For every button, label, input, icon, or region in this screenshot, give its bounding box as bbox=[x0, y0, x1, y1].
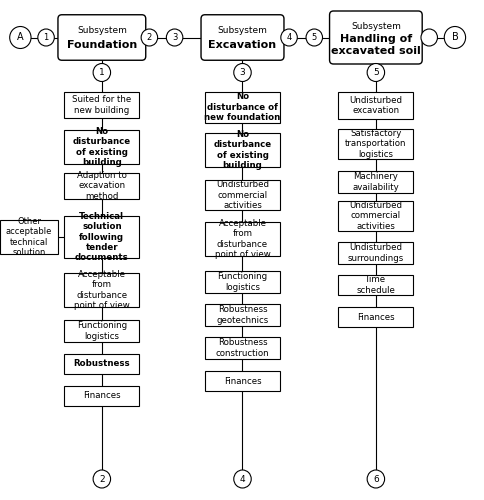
FancyBboxPatch shape bbox=[64, 130, 139, 164]
Circle shape bbox=[93, 470, 110, 488]
Circle shape bbox=[280, 29, 297, 46]
FancyBboxPatch shape bbox=[204, 222, 280, 256]
FancyBboxPatch shape bbox=[204, 304, 280, 326]
Text: Finances: Finances bbox=[223, 376, 261, 386]
Text: Functioning
logistics: Functioning logistics bbox=[217, 272, 267, 291]
Text: No
disturbance of
new foundation: No disturbance of new foundation bbox=[204, 92, 280, 122]
Circle shape bbox=[305, 29, 322, 46]
FancyBboxPatch shape bbox=[64, 173, 139, 199]
Circle shape bbox=[233, 470, 251, 488]
Text: Acceptable
from
disturbance
point of view: Acceptable from disturbance point of vie… bbox=[214, 219, 270, 259]
Text: Machinery
availability: Machinery availability bbox=[352, 172, 398, 192]
Text: A: A bbox=[17, 32, 24, 42]
Text: 4: 4 bbox=[286, 33, 291, 42]
Circle shape bbox=[443, 26, 465, 48]
Text: Undisturbed
surroundings: Undisturbed surroundings bbox=[347, 244, 403, 262]
FancyBboxPatch shape bbox=[200, 14, 283, 60]
FancyBboxPatch shape bbox=[204, 92, 280, 122]
FancyBboxPatch shape bbox=[64, 92, 139, 118]
Text: 3: 3 bbox=[239, 68, 245, 77]
Text: Foundation: Foundation bbox=[67, 40, 136, 50]
FancyBboxPatch shape bbox=[64, 216, 139, 258]
Text: No
disturbance
of existing
building: No disturbance of existing building bbox=[213, 130, 271, 170]
FancyBboxPatch shape bbox=[204, 133, 280, 167]
Circle shape bbox=[141, 29, 157, 46]
Text: Undisturbed
excavation: Undisturbed excavation bbox=[348, 96, 402, 115]
Text: Suited for the
new building: Suited for the new building bbox=[72, 96, 131, 114]
FancyBboxPatch shape bbox=[337, 242, 412, 264]
Text: Handling of: Handling of bbox=[339, 34, 411, 43]
Text: excavated soil: excavated soil bbox=[330, 46, 420, 56]
FancyBboxPatch shape bbox=[64, 320, 139, 342]
Text: Undisturbed
commercial
activities: Undisturbed commercial activities bbox=[348, 201, 402, 231]
Text: Finances: Finances bbox=[356, 312, 394, 322]
FancyBboxPatch shape bbox=[64, 354, 139, 374]
Text: Acceptable
from
disturbance
point of view: Acceptable from disturbance point of vie… bbox=[74, 270, 129, 310]
Text: Time
schedule: Time schedule bbox=[356, 276, 394, 294]
Text: 4: 4 bbox=[239, 474, 245, 484]
Text: 6: 6 bbox=[372, 474, 378, 484]
Text: 1: 1 bbox=[44, 33, 48, 42]
FancyBboxPatch shape bbox=[0, 220, 58, 254]
Text: Excavation: Excavation bbox=[208, 40, 276, 50]
Text: Subsystem: Subsystem bbox=[77, 26, 126, 35]
FancyBboxPatch shape bbox=[204, 371, 280, 391]
Text: No
disturbance
of existing
building: No disturbance of existing building bbox=[73, 127, 131, 167]
Text: Subsystem: Subsystem bbox=[350, 22, 400, 31]
FancyBboxPatch shape bbox=[337, 92, 412, 118]
Text: Undisturbed
commercial
activities: Undisturbed commercial activities bbox=[215, 180, 269, 210]
Circle shape bbox=[93, 64, 110, 82]
Text: Adaption to
excavation
method: Adaption to excavation method bbox=[77, 171, 126, 201]
Text: Satisfactory
transportation
logistics: Satisfactory transportation logistics bbox=[345, 129, 406, 159]
Text: Robustness: Robustness bbox=[74, 360, 130, 368]
FancyBboxPatch shape bbox=[337, 201, 412, 231]
Circle shape bbox=[233, 64, 251, 82]
FancyBboxPatch shape bbox=[204, 180, 280, 210]
Circle shape bbox=[166, 29, 182, 46]
Text: Subsystem: Subsystem bbox=[217, 26, 267, 35]
FancyBboxPatch shape bbox=[204, 337, 280, 359]
Text: 2: 2 bbox=[99, 474, 105, 484]
Circle shape bbox=[366, 64, 384, 82]
Text: 2: 2 bbox=[147, 33, 151, 42]
Text: 5: 5 bbox=[311, 33, 316, 42]
Text: Robustness
geotechnics: Robustness geotechnics bbox=[216, 306, 268, 324]
Circle shape bbox=[38, 29, 54, 46]
Circle shape bbox=[366, 470, 384, 488]
FancyBboxPatch shape bbox=[337, 307, 412, 327]
FancyBboxPatch shape bbox=[337, 275, 412, 295]
Text: 3: 3 bbox=[171, 33, 177, 42]
FancyBboxPatch shape bbox=[337, 171, 412, 193]
Text: Robustness
construction: Robustness construction bbox=[215, 338, 269, 357]
Text: Technical
solution
following
tender
documents: Technical solution following tender docu… bbox=[75, 212, 128, 262]
FancyBboxPatch shape bbox=[64, 273, 139, 307]
Text: Other
acceptable
technical
solution: Other acceptable technical solution bbox=[6, 217, 52, 257]
FancyBboxPatch shape bbox=[58, 14, 145, 60]
Circle shape bbox=[10, 26, 31, 48]
FancyBboxPatch shape bbox=[337, 129, 412, 159]
Text: Finances: Finances bbox=[83, 392, 121, 400]
Text: B: B bbox=[451, 32, 457, 42]
Text: 5: 5 bbox=[372, 68, 378, 77]
Circle shape bbox=[420, 29, 437, 46]
FancyBboxPatch shape bbox=[329, 11, 421, 64]
FancyBboxPatch shape bbox=[204, 271, 280, 293]
Text: 1: 1 bbox=[99, 68, 105, 77]
Text: Functioning
logistics: Functioning logistics bbox=[76, 322, 127, 340]
FancyBboxPatch shape bbox=[64, 386, 139, 406]
